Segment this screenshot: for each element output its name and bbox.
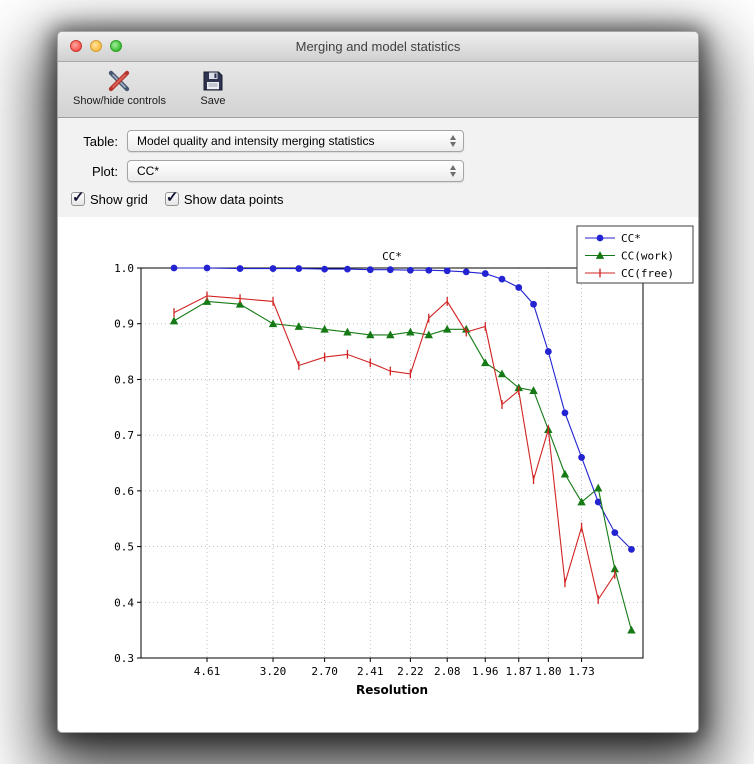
show-hide-controls-label: Show/hide controls [73,95,166,107]
x-tick-label: 4.61 [194,665,221,678]
statistics-chart: 0.3 0.4 0.5 0.6 0.7 0.8 0.9 1.0 4.61 3.20 2.70 2.41… [114,225,694,697]
legend-label: CC* [621,232,641,245]
legend-label: CC(work) [621,250,674,263]
show-data-points-checkbox[interactable]: ✓ Show data points [164,189,284,207]
x-tick-label: 2.41 [357,665,384,678]
axes: 0.3 0.4 0.5 0.6 0.7 0.8 0.9 1.0 4.61 3.20 2.70 2.41… [114,262,644,678]
check-icon: ✓ [72,189,85,206]
y-tick-label: 0.4 [114,596,134,609]
table-label: Table: [83,133,118,149]
app-window: Merging and model statistics Show/hide c… [57,31,699,733]
tools-icon [106,68,132,94]
select-arrows-icon [450,165,456,177]
select-arrows-icon [450,135,456,147]
table-select-value: Model quality and intensity merging stat… [137,134,375,148]
plot-row: Plot: CC* [58,156,698,186]
show-data-points-label: Show data points [183,191,284,207]
y-tick-label: 0.7 [114,429,134,442]
y-tick-label: 0.8 [114,373,134,386]
controls-panel: Table: Model quality and intensity mergi… [58,118,698,217]
zoom-button[interactable] [110,40,122,52]
y-tick-label: 0.5 [114,541,134,554]
chart-title: CC* [382,250,402,263]
save-label: Save [200,95,226,107]
plot-select[interactable]: CC* [127,160,464,182]
check-icon: ✓ [165,189,179,206]
y-tick-label: 0.3 [114,652,134,665]
x-tick-label: 2.08 [434,665,461,678]
toolbar: Show/hide controls Save [58,62,698,118]
save-button[interactable]: Save [195,67,231,108]
series-CC(free) [173,291,616,604]
checkbox-row: ✓ Show grid ✓ Show data points [58,186,698,212]
window-title: Merging and model statistics [295,39,461,54]
x-tick-label: 2.22 [397,665,424,678]
x-tick-label: 1.96 [472,665,499,678]
series-CC(work) [169,297,636,634]
x-tick-label: 1.87 [505,665,532,678]
title-bar[interactable]: Merging and model statistics [58,32,698,62]
y-tick-label: 0.9 [114,318,134,331]
chart-legend: CC* CC(work) CC(free) [576,225,694,284]
y-tick-label: 1.0 [114,262,134,275]
minimize-button[interactable] [90,40,102,52]
x-tick-label: 1.80 [535,665,562,678]
traffic-lights [70,40,122,52]
plot-background [141,268,643,658]
plot-canvas: 0.3 0.4 0.5 0.6 0.7 0.8 0.9 1.0 4.61 3.20 2.70 2.41… [58,217,698,732]
checkbox-box: ✓ [164,189,179,206]
x-tick-label: 1.73 [568,665,595,678]
show-hide-controls-button[interactable]: Show/hide controls [68,67,171,108]
x-axis-label: Resolution [356,683,428,697]
legend-label: CC(free) [621,267,674,280]
show-grid-checkbox[interactable]: ✓ Show grid [71,189,148,207]
x-tick-label: 3.20 [260,665,287,678]
y-tick-label: 0.6 [114,485,134,498]
table-select[interactable]: Model quality and intensity merging stat… [127,130,464,152]
series-CC* [170,264,635,553]
checkbox-box: ✓ [71,189,85,206]
plot-select-value: CC* [137,164,160,178]
show-grid-label: Show grid [90,191,148,207]
table-row: Table: Model quality and intensity mergi… [58,126,698,156]
save-icon [200,68,226,94]
plot-label: Plot: [91,163,118,179]
close-button[interactable] [70,40,82,52]
x-tick-label: 2.70 [311,665,338,678]
